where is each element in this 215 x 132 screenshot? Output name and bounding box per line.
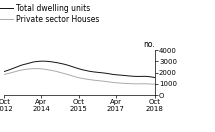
Private sector Houses	[88, 79, 90, 80]
Private sector Houses	[34, 68, 37, 69]
Total dwelling units	[34, 61, 37, 63]
Total dwelling units	[36, 61, 38, 62]
Private sector Houses	[55, 70, 57, 72]
Line: Total dwelling units: Total dwelling units	[4, 61, 155, 77]
Total dwelling units	[55, 62, 57, 63]
Line: Private sector Houses: Private sector Houses	[4, 69, 155, 84]
Legend: Total dwelling units, Private sector Houses: Total dwelling units, Private sector Hou…	[0, 4, 100, 24]
Private sector Houses	[36, 68, 38, 69]
Text: no.: no.	[143, 40, 155, 49]
Total dwelling units	[3, 71, 6, 72]
Total dwelling units	[141, 76, 144, 77]
Total dwelling units	[90, 71, 92, 72]
Private sector Houses	[154, 83, 156, 85]
Private sector Houses	[141, 83, 144, 85]
Total dwelling units	[154, 77, 156, 78]
Total dwelling units	[88, 70, 90, 72]
Total dwelling units	[40, 60, 43, 62]
Private sector Houses	[3, 74, 6, 75]
Private sector Houses	[90, 79, 92, 81]
Private sector Houses	[38, 68, 41, 70]
